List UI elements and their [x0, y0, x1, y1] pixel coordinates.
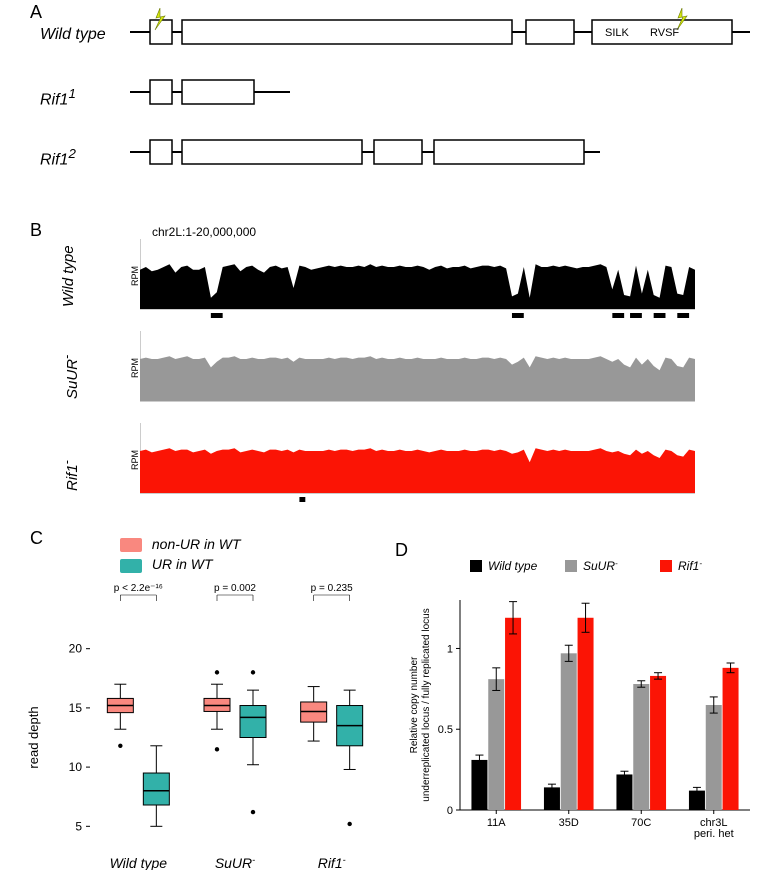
svg-text:p = 0.002: p = 0.002	[214, 583, 256, 594]
rpm-label: RPM	[130, 266, 140, 286]
panel-d: Wild type SuUR- Rif1- 0 0.5 1 Relative copy nu…	[405, 555, 760, 865]
svg-text:peri. het: peri. het	[694, 828, 734, 840]
svg-text:Relative copy number: Relative copy number	[409, 656, 420, 753]
svg-text:underreplicated locus / fully: underreplicated locus / fully replicated…	[421, 608, 432, 801]
panel-b: chr2L:1-20,000,000 Wild typeRPM050SuUR-R…	[40, 225, 740, 520]
svg-text:5: 5	[75, 819, 82, 833]
svg-text:read depth: read depth	[26, 706, 41, 768]
rpm-label: RPM	[130, 450, 140, 470]
svg-text:0.5: 0.5	[438, 724, 453, 736]
svg-text:p < 2.2e⁻¹⁶: p < 2.2e⁻¹⁶	[114, 583, 163, 594]
svg-text:35D: 35D	[559, 817, 579, 829]
svg-text:1: 1	[447, 643, 453, 655]
panel-c: non-UR in WT UR in WT read depth5101520p…	[20, 530, 400, 870]
svg-text:Wild type: Wild type	[110, 855, 168, 870]
wt-label: Wild type	[40, 26, 106, 44]
track-label: SuUR-	[60, 355, 81, 399]
boxplot: read depth 5 10 15 20 p < 2.2e⁻¹⁶ p = 0.002 p =…	[20, 530, 400, 870]
track-label: Rif1-	[60, 460, 81, 491]
svg-text:Rif1-: Rif1-	[318, 855, 346, 870]
coverage-tracks: Wild typeRPM050SuUR-RPM050Rif1-RPM050	[40, 239, 740, 519]
svg-text:Rif1-: Rif1-	[678, 559, 702, 574]
svg-text:SILK: SILK	[605, 27, 630, 39]
svg-text:70C: 70C	[631, 817, 651, 829]
rpm-label: RPM	[130, 358, 140, 378]
svg-text:RVSF: RVSF	[650, 27, 679, 39]
svg-text:SuUR-: SuUR-	[215, 855, 255, 870]
svg-text:SuUR-: SuUR-	[583, 559, 618, 574]
svg-text:11A: 11A	[487, 817, 506, 829]
svg-text:10: 10	[69, 760, 83, 774]
svg-text:15: 15	[69, 701, 83, 715]
rif1-1-label: Rif11	[40, 86, 76, 109]
panel-a: SILK RVSF Wild type Rif11 Rif12	[40, 8, 740, 208]
svg-text:20: 20	[69, 642, 83, 656]
barplot: Wild type SuUR- Rif1- 0 0.5 1 Relative copy nu…	[405, 555, 760, 865]
svg-text:0: 0	[447, 805, 453, 817]
gene-schematic: SILK RVSF	[130, 8, 755, 198]
track-label: Wild type	[60, 245, 77, 307]
rif1-2-label: Rif12	[40, 146, 76, 169]
svg-text:Wild type: Wild type	[488, 559, 538, 573]
svg-text:p = 0.235: p = 0.235	[311, 583, 353, 594]
region-title: chr2L:1-20,000,000	[152, 225, 256, 239]
